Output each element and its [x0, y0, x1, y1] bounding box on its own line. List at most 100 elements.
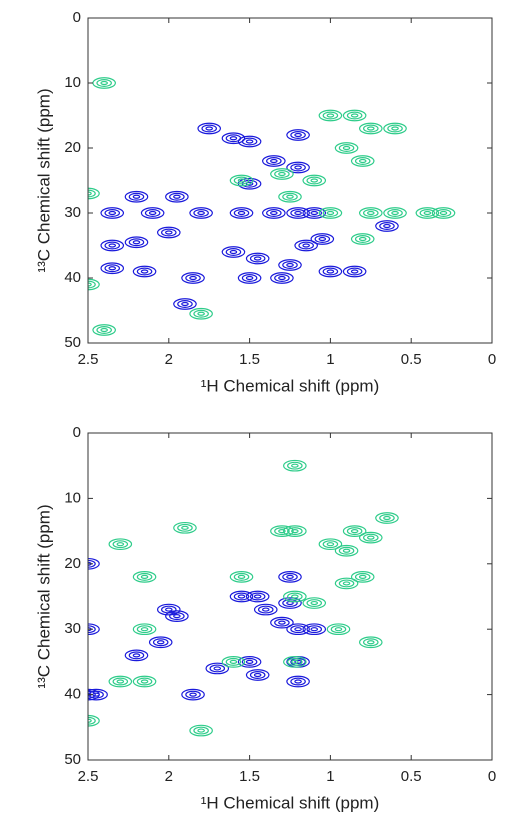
peak-contour: [439, 210, 448, 216]
peak: [181, 688, 205, 701]
peak-contour: [286, 574, 294, 579]
peak: [270, 525, 294, 537]
peak-contour: [270, 272, 294, 284]
peak-contour: [96, 326, 112, 334]
peak-contour: [181, 272, 205, 284]
peak-contour: [342, 265, 367, 278]
peak-contour: [104, 264, 121, 273]
peak-contour: [383, 515, 391, 521]
peak-contour: [310, 627, 319, 632]
peak: [383, 122, 407, 135]
peak-contour: [245, 669, 270, 681]
peak: [132, 675, 157, 688]
peak-contour: [169, 192, 185, 201]
peak-contour: [350, 528, 359, 534]
peak: [262, 207, 286, 219]
peak: [92, 77, 116, 89]
peak: [383, 207, 407, 219]
peak-contour: [350, 155, 375, 167]
peak-contour: [233, 209, 250, 217]
peak-contour: [229, 249, 238, 255]
peak: [100, 207, 125, 219]
peak: [350, 233, 375, 245]
peak-contour: [342, 525, 367, 537]
peak-contour: [291, 528, 299, 534]
peak-contour: [326, 113, 335, 118]
peak-contour: [140, 627, 149, 632]
peak-contour: [314, 235, 331, 243]
peak-contour: [287, 657, 303, 666]
peak-contour: [225, 657, 242, 666]
peak-contour: [124, 649, 149, 662]
peak-contour: [132, 265, 157, 278]
peak: [302, 207, 327, 219]
peak-contour: [245, 275, 254, 281]
peak-contour: [245, 252, 270, 265]
peak: [245, 252, 270, 265]
peak: [278, 571, 302, 583]
peak-contour: [354, 572, 371, 581]
peak: [431, 207, 456, 219]
peak-contour: [148, 636, 173, 649]
peak-contour: [237, 574, 246, 579]
peak: [181, 272, 205, 284]
peak: [100, 262, 125, 275]
x-axis-label: ¹H Chemical shift (ppm): [201, 793, 380, 812]
peak-contour: [334, 544, 359, 557]
peak-contour: [249, 671, 266, 679]
x-tick-label: 0: [488, 351, 496, 368]
peak-contour: [302, 243, 310, 248]
peak-contour: [350, 233, 375, 245]
peak-contour: [100, 80, 108, 86]
peak: [124, 236, 149, 249]
peak-contour: [322, 267, 339, 276]
peak-contour: [88, 688, 108, 701]
peak-contour: [140, 269, 149, 274]
peak-contour: [291, 463, 299, 468]
peak-contour: [294, 659, 302, 665]
x-tick-label: 2: [165, 768, 173, 785]
peak-contour: [278, 571, 302, 583]
peak-contour: [391, 210, 399, 216]
peak-contour: [387, 124, 403, 133]
peak-contour: [291, 594, 299, 599]
peak: [108, 675, 133, 688]
peak-contour: [282, 572, 298, 581]
peak: [205, 662, 230, 675]
peak-contour: [278, 171, 286, 177]
peak-contour: [286, 194, 294, 199]
peak-contour: [278, 259, 302, 271]
peak-contour: [318, 236, 327, 242]
peak-contour: [362, 209, 379, 217]
peak-contour: [241, 274, 258, 282]
peak-contour: [201, 124, 217, 133]
peak-contour: [128, 192, 145, 201]
x-tick-label: 1.5: [239, 768, 260, 785]
peak-contour: [266, 209, 282, 217]
peak-contour: [128, 238, 145, 247]
peak-contour: [287, 527, 303, 536]
peak-contour: [306, 625, 323, 634]
x-tick-label: 0: [488, 768, 496, 785]
peak-contour: [318, 207, 343, 219]
peak: [283, 590, 307, 603]
peak: [229, 174, 254, 187]
peak-contour: [342, 581, 351, 586]
peak-contour: [379, 514, 395, 522]
y-axis-label: ¹³C Chemical shift (ppm): [34, 504, 53, 688]
peak-contour: [286, 207, 310, 219]
x-axis-label: ¹H Chemical shift (ppm): [201, 376, 380, 395]
peak-contour: [318, 265, 343, 278]
peak-contour: [338, 546, 355, 555]
peak-contour: [100, 207, 125, 219]
peak-contour: [132, 240, 141, 245]
peak-contour: [322, 209, 339, 217]
peak-contour: [283, 525, 307, 537]
peak-contour: [310, 233, 335, 245]
peak-contour: [197, 210, 205, 216]
peak-contour: [253, 594, 262, 599]
peak-contour: [283, 590, 307, 603]
y-tick-label: 10: [64, 74, 81, 91]
peak-contour: [294, 165, 302, 170]
peak-contour: [173, 298, 197, 310]
